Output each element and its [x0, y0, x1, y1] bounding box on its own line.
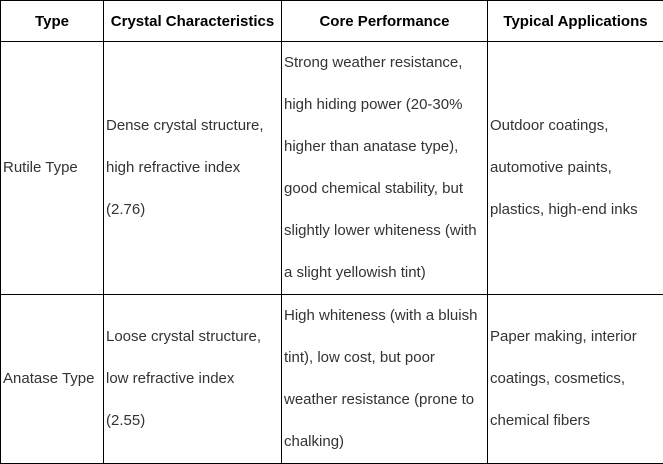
cell-anatase-applications: Paper making, interior coatings, cosmeti… [488, 295, 663, 464]
header-row: Type Crystal Characteristics Core Perfor… [1, 1, 663, 42]
header-type: Type [1, 1, 104, 42]
cell-anatase-crystal: Loose crystal structure, low refractive … [104, 295, 282, 464]
cell-anatase-performance: High whiteness (with a bluish tint), low… [282, 295, 488, 464]
header-crystal-characteristics: Crystal Characteristics [104, 1, 282, 42]
table-row-anatase: Anatase Type Loose crystal structure, lo… [1, 295, 663, 464]
cell-rutile-performance: Strong weather resistance, high hiding p… [282, 42, 488, 295]
cell-anatase-type: Anatase Type [1, 295, 104, 464]
cell-rutile-type: Rutile Type [1, 42, 104, 295]
cell-rutile-applications: Outdoor coatings, automotive paints, pla… [488, 42, 663, 295]
table-row-rutile: Rutile Type Dense crystal structure, hig… [1, 42, 663, 295]
header-core-performance: Core Performance [282, 1, 488, 42]
header-typical-applications: Typical Applications [488, 1, 663, 42]
cell-rutile-crystal: Dense crystal structure, high refractive… [104, 42, 282, 295]
